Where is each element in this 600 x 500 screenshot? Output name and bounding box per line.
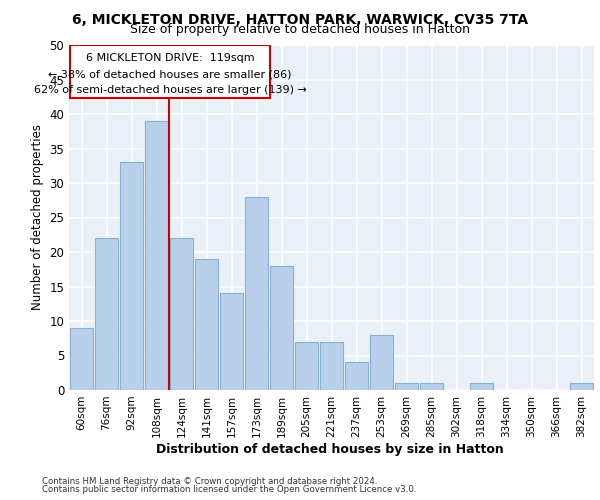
Bar <box>220 294 243 390</box>
Bar <box>470 383 493 390</box>
Text: 6 MICKLETON DRIVE:  119sqm: 6 MICKLETON DRIVE: 119sqm <box>86 54 254 64</box>
Text: 62% of semi-detached houses are larger (139) →: 62% of semi-detached houses are larger (… <box>34 85 307 95</box>
FancyBboxPatch shape <box>70 45 270 98</box>
Bar <box>295 342 318 390</box>
Bar <box>245 197 268 390</box>
Bar <box>70 328 93 390</box>
Bar <box>570 383 593 390</box>
Bar <box>345 362 368 390</box>
Bar <box>170 238 193 390</box>
Bar <box>120 162 143 390</box>
Text: 6, MICKLETON DRIVE, HATTON PARK, WARWICK, CV35 7TA: 6, MICKLETON DRIVE, HATTON PARK, WARWICK… <box>72 12 528 26</box>
Bar <box>395 383 418 390</box>
Bar <box>195 259 218 390</box>
Bar <box>420 383 443 390</box>
Text: ← 38% of detached houses are smaller (86): ← 38% of detached houses are smaller (86… <box>49 69 292 79</box>
Text: Contains HM Land Registry data © Crown copyright and database right 2024.: Contains HM Land Registry data © Crown c… <box>42 477 377 486</box>
Bar <box>320 342 343 390</box>
Bar <box>95 238 118 390</box>
Bar <box>145 121 168 390</box>
Text: Distribution of detached houses by size in Hatton: Distribution of detached houses by size … <box>156 442 504 456</box>
Bar <box>370 335 393 390</box>
Bar <box>270 266 293 390</box>
Text: Size of property relative to detached houses in Hatton: Size of property relative to detached ho… <box>130 24 470 36</box>
Y-axis label: Number of detached properties: Number of detached properties <box>31 124 44 310</box>
Text: Contains public sector information licensed under the Open Government Licence v3: Contains public sector information licen… <box>42 485 416 494</box>
